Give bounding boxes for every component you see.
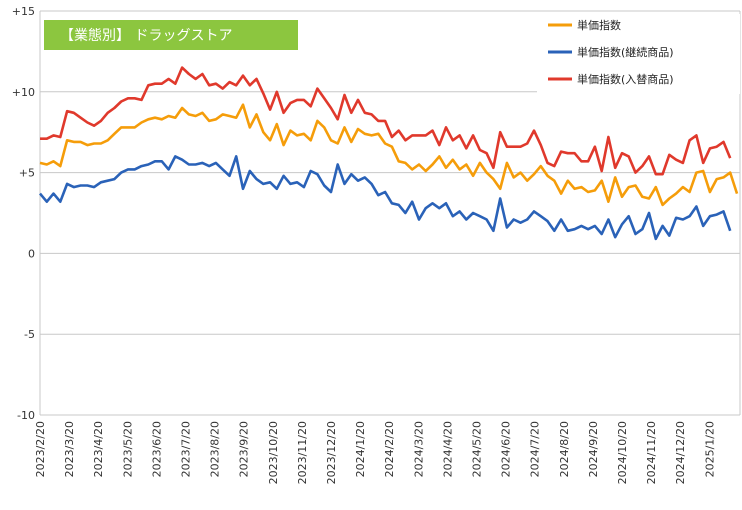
x-tick-label: 2023/10/20: [267, 421, 280, 484]
x-tick-label: 2024/10/20: [616, 421, 629, 484]
y-tick-label: -10: [17, 409, 35, 422]
x-tick-label: 2023/2/20: [34, 421, 47, 477]
x-tick-label: 2023/4/20: [92, 421, 105, 477]
y-axis-ticks: +15 +10 +5 0 -5 -10: [12, 5, 35, 422]
legend-label: 単価指数(継続商品): [577, 45, 674, 59]
x-tick-label: 2023/7/20: [179, 421, 192, 477]
series-line: [39, 103, 739, 207]
x-tick-label: 2023/11/20: [296, 421, 309, 484]
x-tick-label: 2024/1/20: [354, 421, 367, 477]
legend-label: 単価指数(入替商品): [577, 72, 674, 86]
x-tick-label: 2025/1/20: [703, 421, 716, 477]
x-tick-label: 2023/8/20: [209, 421, 222, 477]
y-tick-label: 0: [28, 247, 35, 260]
badge-label: 【業態別】 ドラッグストア: [60, 28, 232, 44]
x-tick-label: 2024/5/20: [470, 421, 483, 477]
x-tick-label: 2023/3/20: [63, 421, 76, 477]
grid-layer: [39, 10, 741, 416]
x-tick-label: 2024/8/20: [558, 421, 571, 477]
x-tick-label: 2024/12/20: [674, 421, 687, 484]
y-tick-label: +5: [19, 167, 35, 180]
badge-background: [44, 20, 298, 50]
x-tick-label: 2023/9/20: [238, 421, 251, 477]
x-tick-label: 2024/4/20: [441, 421, 454, 477]
x-tick-label: 2024/3/20: [412, 421, 425, 477]
x-tick-label: 2024/6/20: [500, 421, 513, 477]
x-tick-label: 2024/11/20: [645, 421, 658, 484]
y-tick-label: +15: [12, 5, 35, 18]
x-tick-label: 2023/12/20: [325, 421, 338, 484]
x-tick-label: 2024/2/20: [383, 421, 396, 477]
series-line: [39, 155, 732, 241]
y-tick-label: +10: [12, 86, 35, 99]
legend-background: [537, 14, 740, 94]
x-tick-label: 2023/5/20: [121, 421, 134, 477]
x-tick-label: 2023/6/20: [150, 421, 163, 477]
legend-label: 単価指数: [577, 18, 621, 32]
series-line: [40, 66, 732, 176]
x-tick-label: 2024/7/20: [529, 421, 542, 477]
y-tick-label: -5: [24, 328, 35, 341]
x-tick-label: 2024/9/20: [587, 421, 600, 477]
chart-badge: 【業態別】 ドラッグストア: [44, 20, 298, 50]
series-layer: [39, 66, 739, 241]
x-axis-ticks: 2023/2/20 2023/3/20 2023/4/20 2023/5/20 2023…: [34, 421, 716, 484]
